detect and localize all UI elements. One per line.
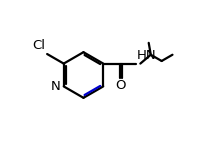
Text: Cl: Cl xyxy=(32,39,45,52)
Text: O: O xyxy=(116,80,126,93)
Text: HN: HN xyxy=(136,49,156,62)
Text: N: N xyxy=(50,80,60,93)
